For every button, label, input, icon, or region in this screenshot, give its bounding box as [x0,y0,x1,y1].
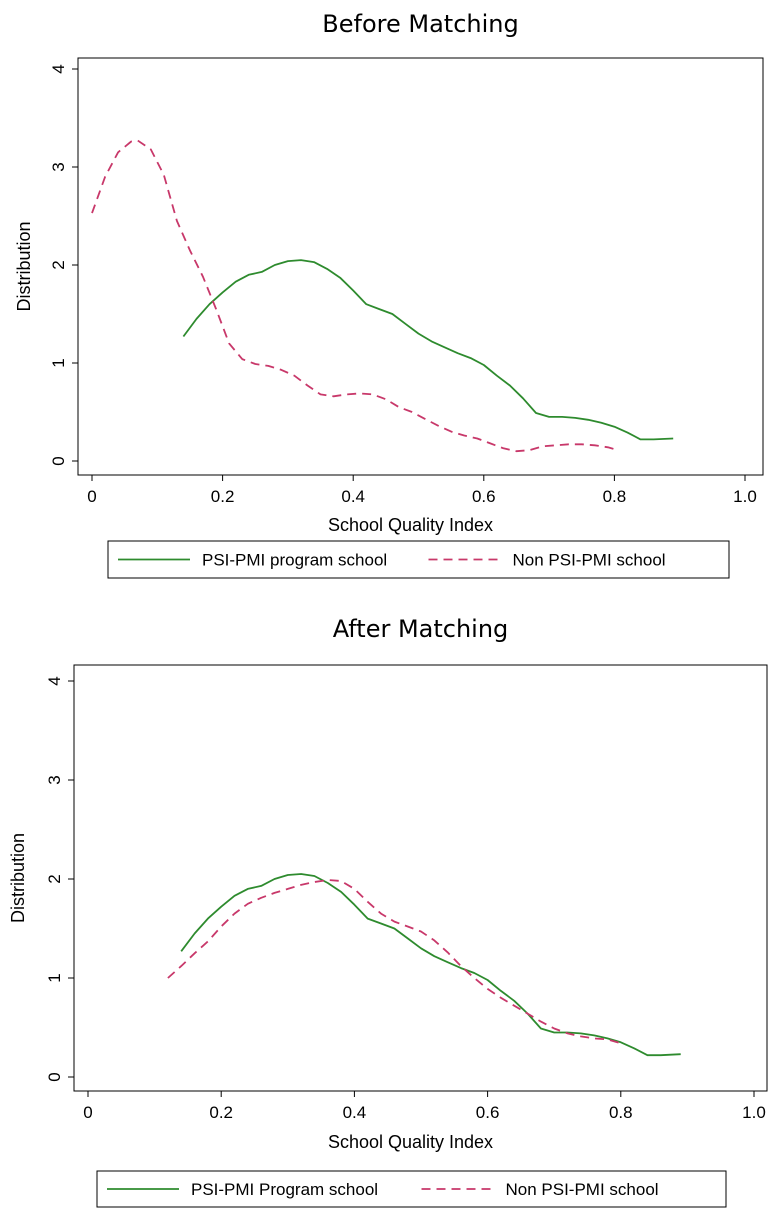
y-tick-label: 2 [45,874,64,883]
plot-frame [77,57,764,476]
y-tick-label: 0 [49,456,68,465]
series-line-non-program [167,879,622,1045]
y-tick-label: 2 [49,260,68,269]
legend-label: Non PSI-PMI school [513,551,666,570]
series-line-program [182,259,674,441]
x-tick-label: 0 [87,487,96,506]
x-axis-title: School Quality Index [328,1132,493,1152]
x-tick-label: 0.4 [341,487,365,506]
x-axis-title: School Quality Index [328,515,493,535]
x-tick-label: 0.4 [343,1103,367,1122]
x-tick-label: 1.0 [742,1103,766,1122]
chart-title: After Matching [333,615,509,643]
y-tick-label: 4 [49,64,68,73]
x-tick-label: 0.8 [603,487,627,506]
y-axis-title: Distribution [8,833,28,923]
series-line-non-program [91,139,615,453]
y-tick-label: 4 [45,676,64,685]
x-tick-label: 0 [83,1103,92,1122]
y-tick-label: 0 [45,1072,64,1081]
x-tick-label: 1.0 [733,487,757,506]
legend-label: PSI-PMI Program school [191,1180,378,1199]
legend-box [107,540,730,579]
series-line-program [180,873,681,1057]
x-tick-label: 0.6 [476,1103,500,1122]
legend-box [96,1170,727,1208]
legend-label: Non PSI-PMI school [506,1180,659,1199]
y-axis-title: Distribution [14,221,34,311]
x-tick-label: 0.6 [472,487,496,506]
y-tick-label: 3 [45,775,64,784]
y-tick-label: 3 [49,162,68,171]
x-tick-label: 0.2 [211,487,235,506]
x-tick-label: 0.2 [209,1103,233,1122]
x-tick-label: 0.8 [609,1103,633,1122]
y-tick-label: 1 [45,973,64,982]
legend-label: PSI-PMI program school [202,551,387,570]
y-tick-label: 1 [49,358,68,367]
plot-frame [73,664,768,1092]
chart-title: Before Matching [322,10,518,38]
